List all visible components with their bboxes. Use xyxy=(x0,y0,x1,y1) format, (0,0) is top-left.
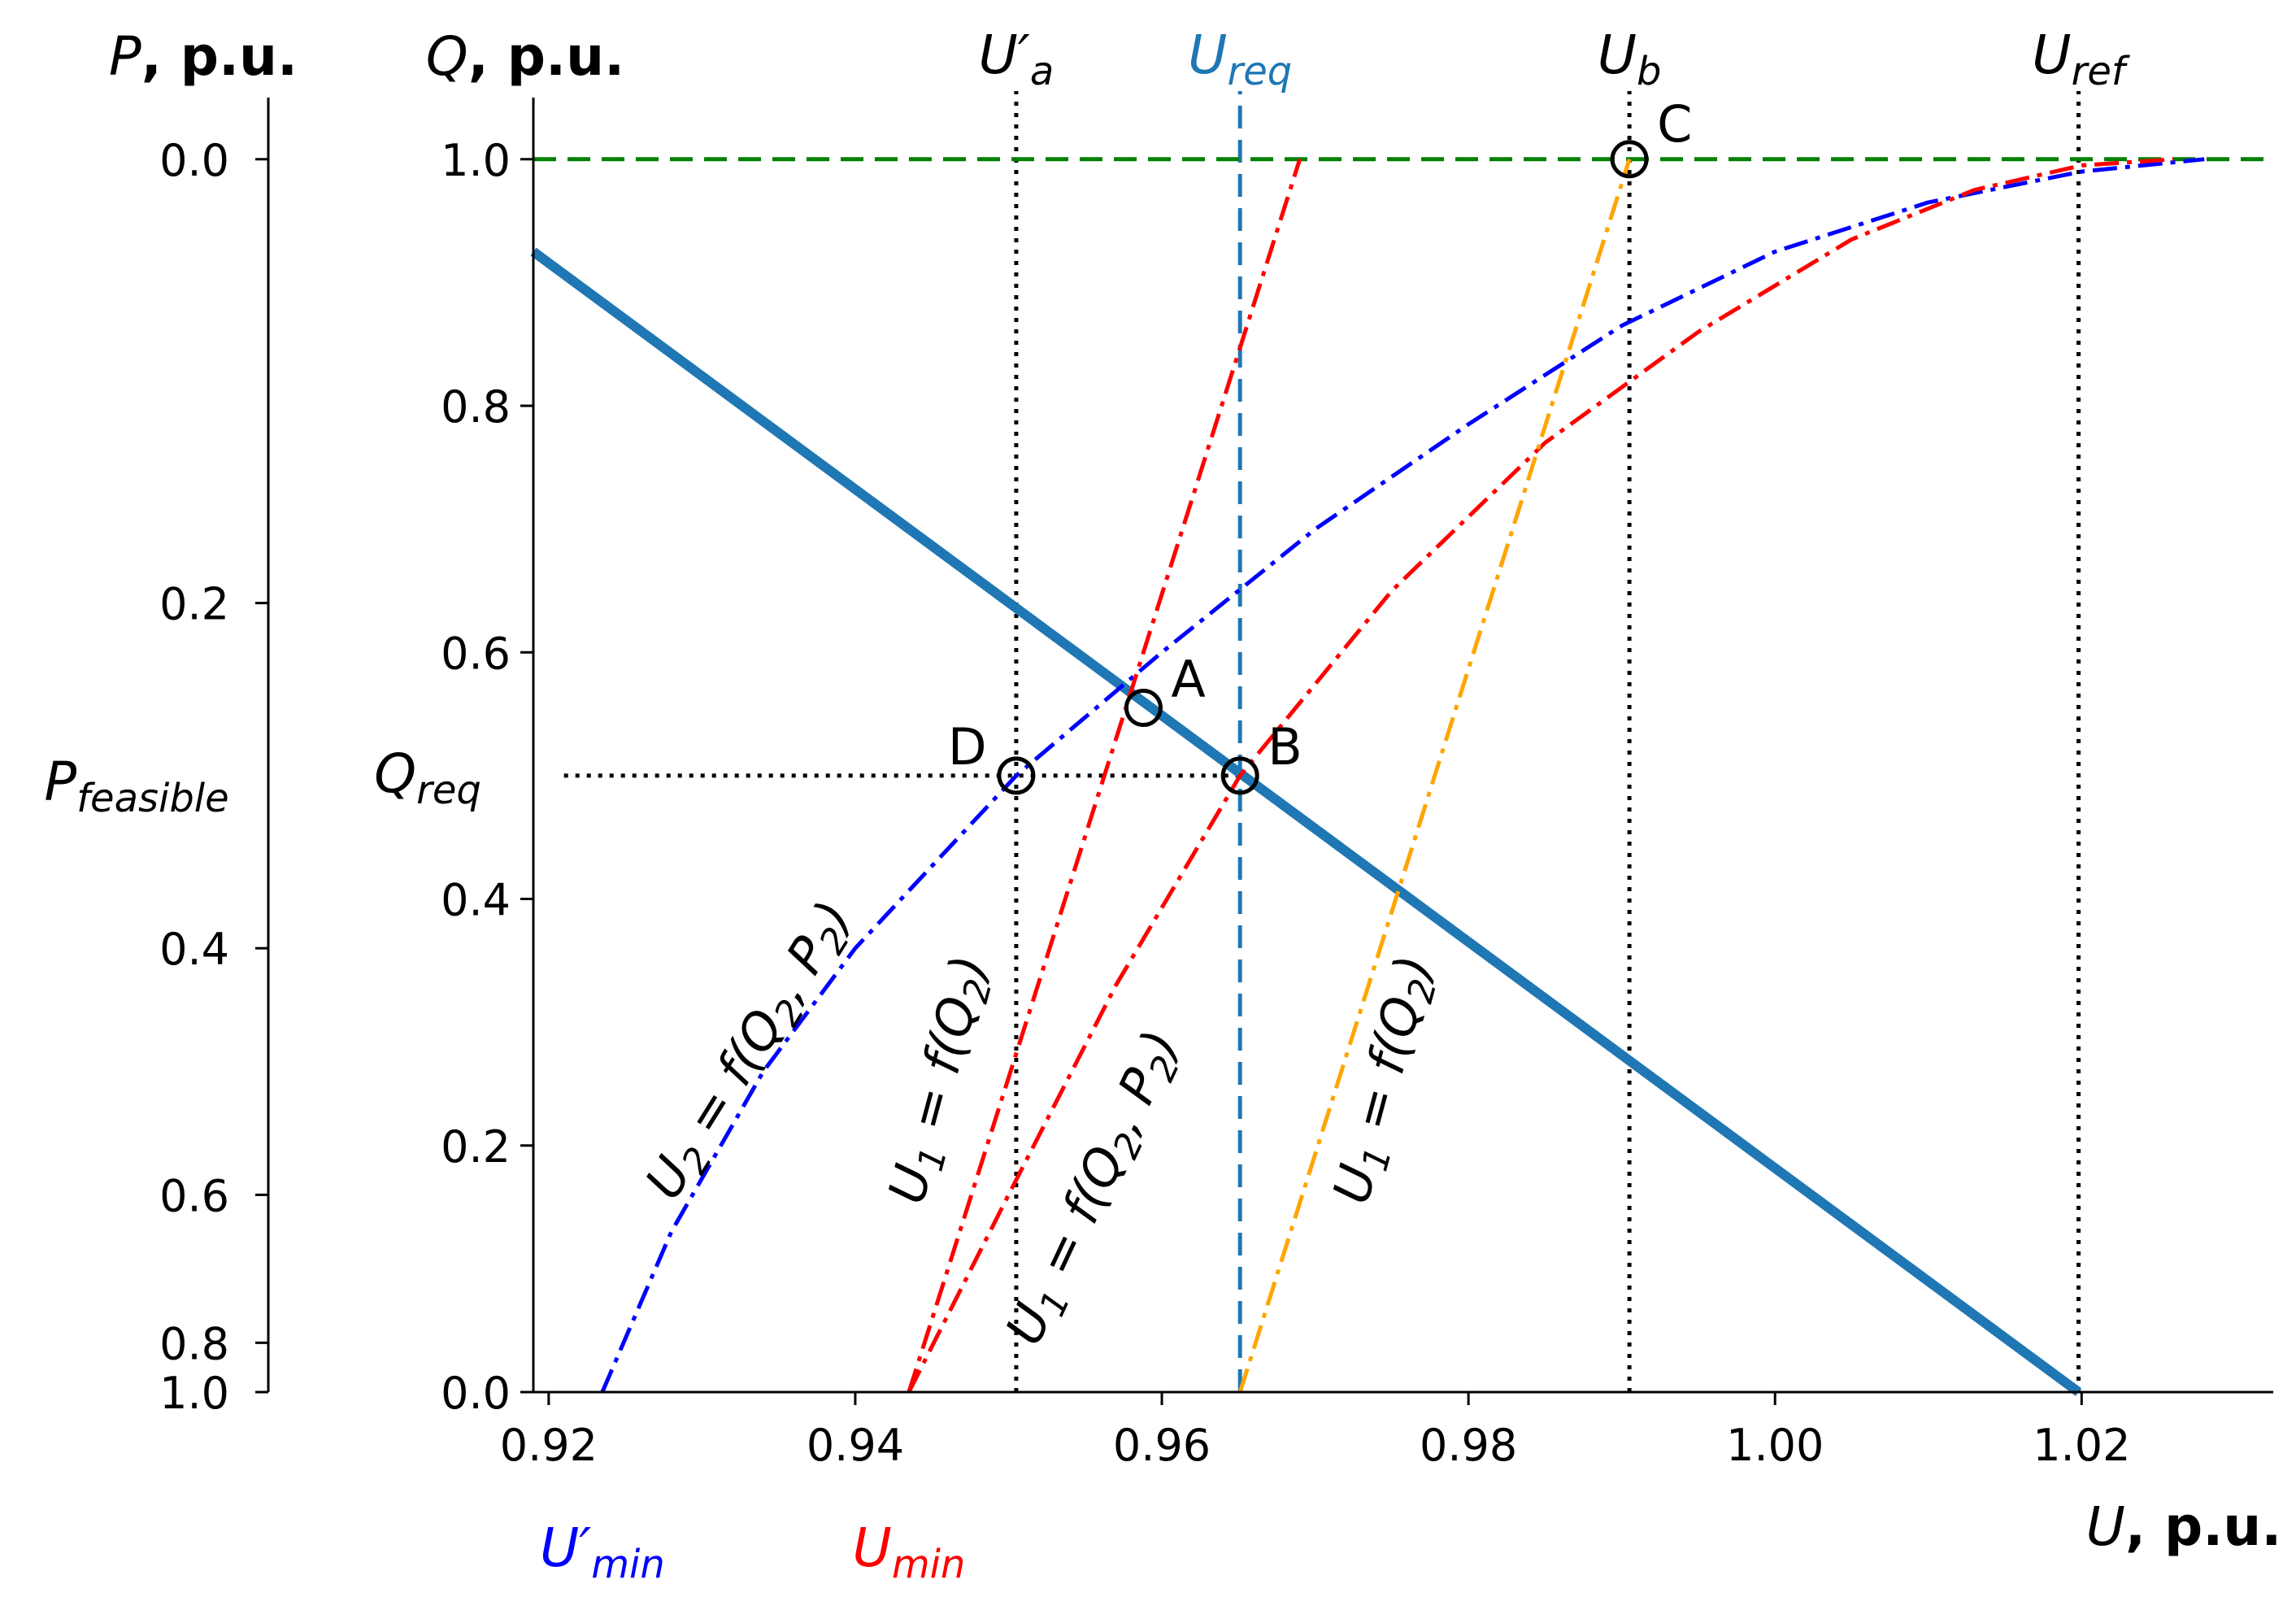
series-line xyxy=(530,247,2082,1396)
curve-annotation: U2 = f(Q2, P2) xyxy=(633,890,868,1212)
marker-points xyxy=(997,140,1649,795)
top-label: Ureq xyxy=(1188,24,1292,94)
point-label: C xyxy=(1657,94,1692,154)
x-extra-label: U′min xyxy=(540,1516,665,1587)
point-label: A xyxy=(1171,650,1205,709)
x-axis-title: U, p.u. xyxy=(2086,1495,2282,1558)
point-label: D xyxy=(948,717,987,777)
point-label: B xyxy=(1268,717,1302,777)
x-tick-label: 0.98 xyxy=(1420,1420,1517,1471)
p-tick-label: 0.2 xyxy=(159,579,229,630)
q-axis-title: Q, p.u. xyxy=(426,25,624,88)
series-line xyxy=(1237,159,1632,1393)
q-tick-label: 0.6 xyxy=(441,628,511,679)
curve-annotation: U1 = f(Q2) xyxy=(876,949,1006,1211)
marker-point xyxy=(1124,689,1163,728)
p-tick-label: 1.0 xyxy=(159,1368,229,1419)
marker-point xyxy=(997,756,1036,795)
x-tick-label: 0.94 xyxy=(807,1420,904,1471)
axes: 0.92 0.94 0.96 0.98 1.00 1.020.00.20.40.60.81… xyxy=(159,98,2273,1471)
q-tick-label: 0.2 xyxy=(441,1121,511,1173)
marker-point xyxy=(1610,140,1649,179)
q-tick-label: 0.4 xyxy=(441,875,511,926)
p-feasible-label: Pfeasible xyxy=(44,751,228,821)
q-tick-label: 0.0 xyxy=(441,1368,511,1419)
top-label: Uref xyxy=(2032,24,2130,94)
annotations: P, p.u. Q, p.u. U, p.u. U′min Umin Qreq Pfeasi… xyxy=(44,24,2281,1587)
series-line xyxy=(907,157,2174,1394)
series-line xyxy=(907,159,1302,1393)
series-group xyxy=(530,157,2205,1396)
x-tick-label: 1.02 xyxy=(2033,1420,2130,1471)
top-label: Ub xyxy=(1598,24,1662,94)
p-tick-label: 0.8 xyxy=(159,1318,229,1369)
p-tick-label: 0.4 xyxy=(159,924,229,975)
series-line xyxy=(600,157,2205,1393)
q-tick-label: 0.8 xyxy=(441,381,511,433)
top-label: U′a xyxy=(979,24,1055,94)
marker-point xyxy=(1220,756,1259,795)
q-tick-label: 1.0 xyxy=(441,135,511,186)
p-axis-title: P, p.u. xyxy=(109,25,298,88)
p-tick-label: 0.0 xyxy=(159,135,229,186)
x-tick-label: 1.00 xyxy=(1726,1420,1824,1471)
curve-annotation: U1 = f(Q2, P2) xyxy=(994,1021,1196,1356)
p-tick-label: 0.6 xyxy=(159,1170,229,1221)
reference-lines xyxy=(533,91,2273,1392)
x-tick-label: 0.96 xyxy=(1113,1420,1211,1471)
q-req-label: Qreq xyxy=(374,742,481,813)
x-extra-label: Umin xyxy=(853,1516,966,1587)
x-tick-label: 0.92 xyxy=(500,1420,598,1471)
